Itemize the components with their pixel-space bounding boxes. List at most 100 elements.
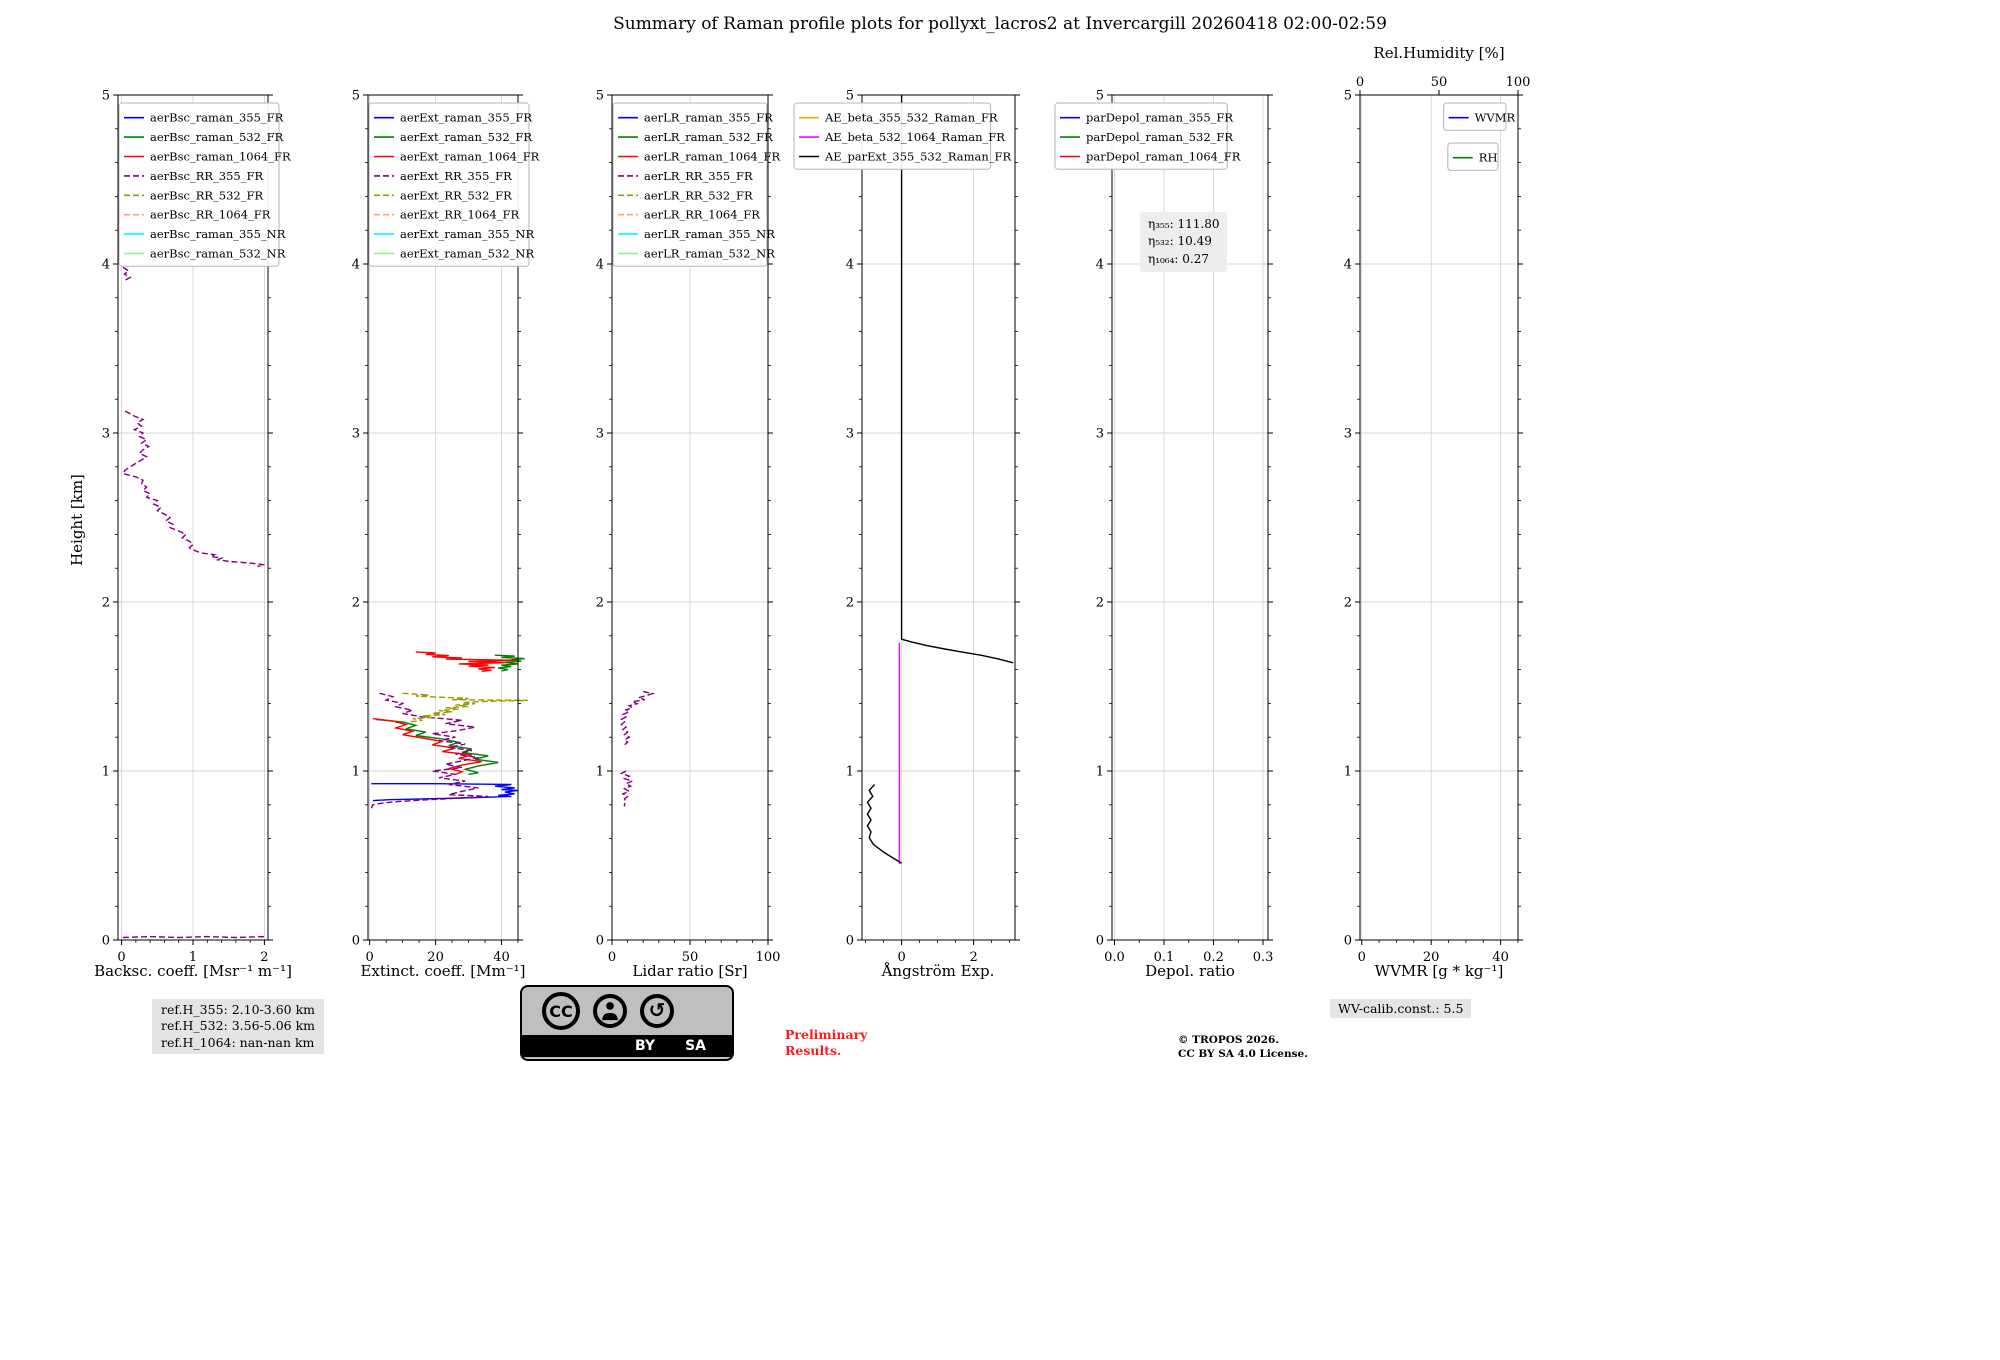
svg-text:5: 5 bbox=[1344, 89, 1352, 104]
x-axis-label-extinction: Extinct. coeff. [Mm⁻¹] bbox=[360, 962, 526, 980]
svg-text:0: 0 bbox=[366, 950, 374, 965]
svg-text:AE_parExt_355_532_Raman_FR: AE_parExt_355_532_Raman_FR bbox=[824, 150, 1011, 164]
svg-text:3: 3 bbox=[1096, 427, 1104, 442]
svg-text:aerExt_raman_355_NR: aerExt_raman_355_NR bbox=[400, 227, 534, 241]
svg-text:parDepol_raman_1064_FR: parDepol_raman_1064_FR bbox=[1086, 150, 1241, 164]
svg-text:aerBsc_raman_355_NR: aerBsc_raman_355_NR bbox=[150, 227, 286, 241]
svg-text:1: 1 bbox=[102, 765, 110, 780]
svg-text:1: 1 bbox=[596, 765, 604, 780]
x-axis-label-lidar-ratio: Lidar ratio [Sr] bbox=[632, 962, 748, 980]
svg-text:aerExt_raman_532_NR: aerExt_raman_532_NR bbox=[400, 247, 534, 261]
svg-text:4: 4 bbox=[1344, 258, 1352, 273]
svg-text:parDepol_raman_532_FR: parDepol_raman_532_FR bbox=[1086, 130, 1233, 144]
share-alike-arrow-glyph: ↺ bbox=[648, 998, 666, 1022]
cc-sa-label: SA bbox=[685, 1038, 706, 1054]
x-axis-label-wvmr: WVMR [g * kg⁻¹] bbox=[1374, 962, 1504, 980]
svg-text:aerLR_raman_532_FR: aerLR_raman_532_FR bbox=[644, 130, 773, 144]
svg-text:5: 5 bbox=[102, 89, 110, 104]
svg-text:0.1: 0.1 bbox=[1154, 950, 1175, 965]
cc-badge-icons: CC ↺ bbox=[522, 987, 732, 1035]
svg-text:4: 4 bbox=[352, 258, 360, 273]
cc-license-badge: CC ↺ BY SA bbox=[520, 985, 734, 1061]
figure-title: Summary of Raman profile plots for polly… bbox=[613, 14, 1387, 34]
svg-text:50: 50 bbox=[682, 950, 699, 965]
svg-text:3: 3 bbox=[1344, 427, 1352, 442]
svg-text:3: 3 bbox=[352, 427, 360, 442]
top-axis-label: Rel.Humidity [%] bbox=[1373, 44, 1505, 62]
svg-text:2: 2 bbox=[1096, 596, 1104, 611]
ref-h-532: ref.H_532: 3.56-5.06 km bbox=[161, 1018, 316, 1034]
share-alike-icon: ↺ bbox=[640, 994, 674, 1028]
svg-text:aerBsc_raman_532_FR: aerBsc_raman_532_FR bbox=[150, 130, 284, 144]
svg-text:2: 2 bbox=[352, 596, 360, 611]
svg-text:aerBsc_raman_355_FR: aerBsc_raman_355_FR bbox=[150, 111, 284, 125]
eta-calibration-annotation: η₃₅₅: 111.80 η₅₃₂: 10.49 η₁₀₆₄: 0.27 bbox=[1140, 212, 1228, 273]
cc-icon: CC bbox=[542, 992, 580, 1030]
svg-text:aerLR_raman_355_FR: aerLR_raman_355_FR bbox=[644, 111, 773, 125]
svg-text:40: 40 bbox=[1492, 950, 1509, 965]
ref-h-355: ref.H_355: 2.10-3.60 km bbox=[161, 1002, 316, 1017]
wv-calibration-annotation: WV-calib.const.: 5.5 bbox=[1330, 999, 1472, 1018]
svg-text:aerExt_raman_1064_FR: aerExt_raman_1064_FR bbox=[400, 150, 540, 164]
svg-text:1: 1 bbox=[846, 765, 854, 780]
svg-text:20: 20 bbox=[427, 950, 444, 965]
svg-text:aerBsc_RR_532_FR: aerBsc_RR_532_FR bbox=[150, 188, 263, 202]
svg-text:0: 0 bbox=[1356, 75, 1364, 90]
svg-text:parDepol_raman_355_FR: parDepol_raman_355_FR bbox=[1086, 111, 1233, 125]
svg-text:0: 0 bbox=[1344, 934, 1352, 949]
svg-text:3: 3 bbox=[846, 427, 854, 442]
preliminary-line-1: Preliminary bbox=[785, 1027, 868, 1042]
svg-text:RH: RH bbox=[1479, 151, 1498, 165]
cc-letters: CC bbox=[549, 1001, 573, 1021]
svg-text:aerLR_raman_355_NR: aerLR_raman_355_NR bbox=[644, 227, 775, 241]
svg-text:aerExt_raman_532_FR: aerExt_raman_532_FR bbox=[400, 130, 532, 144]
svg-text:0: 0 bbox=[117, 950, 125, 965]
preliminary-results-note: Preliminary Results. bbox=[785, 1027, 867, 1058]
svg-text:5: 5 bbox=[1096, 89, 1104, 104]
svg-text:4: 4 bbox=[596, 258, 604, 273]
svg-text:aerBsc_raman_532_NR: aerBsc_raman_532_NR bbox=[150, 247, 286, 261]
svg-text:0.0: 0.0 bbox=[1104, 950, 1125, 965]
svg-text:100: 100 bbox=[756, 950, 781, 965]
svg-text:0: 0 bbox=[897, 950, 905, 965]
svg-text:0: 0 bbox=[1358, 950, 1366, 965]
cc-badge-labels: BY SA bbox=[522, 1035, 732, 1057]
svg-text:0.3: 0.3 bbox=[1253, 950, 1274, 965]
svg-text:0: 0 bbox=[102, 934, 110, 949]
copyright-note: © TROPOS 2026. CC BY SA 4.0 License. bbox=[1178, 1034, 1308, 1061]
svg-text:3: 3 bbox=[596, 427, 604, 442]
svg-text:4: 4 bbox=[1096, 258, 1104, 273]
svg-text:aerExt_raman_355_FR: aerExt_raman_355_FR bbox=[400, 111, 532, 125]
eta-355-value: η₃₅₅: 111.80 bbox=[1148, 217, 1220, 231]
ref-h-1064: ref.H_1064: nan-nan km bbox=[161, 1034, 315, 1050]
svg-text:aerLR_raman_532_NR: aerLR_raman_532_NR bbox=[644, 247, 775, 261]
svg-text:5: 5 bbox=[596, 89, 604, 104]
svg-text:20: 20 bbox=[1423, 950, 1440, 965]
svg-text:5: 5 bbox=[352, 89, 360, 104]
svg-text:aerBsc_raman_1064_FR: aerBsc_raman_1064_FR bbox=[150, 150, 291, 164]
svg-text:50: 50 bbox=[1431, 75, 1448, 90]
svg-text:aerExt_RR_1064_FR: aerExt_RR_1064_FR bbox=[400, 208, 519, 222]
svg-text:1: 1 bbox=[189, 950, 197, 965]
svg-text:2: 2 bbox=[596, 596, 604, 611]
svg-text:2: 2 bbox=[846, 596, 854, 611]
svg-text:1: 1 bbox=[1096, 765, 1104, 780]
svg-text:0: 0 bbox=[596, 934, 604, 949]
svg-text:4: 4 bbox=[846, 258, 854, 273]
svg-text:1: 1 bbox=[1344, 765, 1352, 780]
eta-1064-value: η₁₀₆₄: 0.27 bbox=[1148, 251, 1210, 266]
svg-text:0: 0 bbox=[608, 950, 616, 965]
person-icon bbox=[602, 1002, 618, 1021]
reference-height-annotation: ref.H_355: 2.10-3.60 km ref.H_532: 3.56-… bbox=[152, 999, 325, 1054]
x-axis-label-depol: Depol. ratio bbox=[1145, 962, 1235, 980]
cc-by-label: BY bbox=[635, 1038, 656, 1054]
svg-text:aerLR_RR_355_FR: aerLR_RR_355_FR bbox=[644, 169, 753, 183]
svg-text:0: 0 bbox=[846, 934, 854, 949]
svg-text:0: 0 bbox=[352, 934, 360, 949]
svg-text:3: 3 bbox=[102, 427, 110, 442]
svg-text:AE_beta_532_1064_Raman_FR: AE_beta_532_1064_Raman_FR bbox=[824, 130, 1005, 144]
svg-text:AE_beta_355_532_Raman_FR: AE_beta_355_532_Raman_FR bbox=[824, 111, 998, 125]
svg-text:aerBsc_RR_355_FR: aerBsc_RR_355_FR bbox=[150, 169, 263, 183]
